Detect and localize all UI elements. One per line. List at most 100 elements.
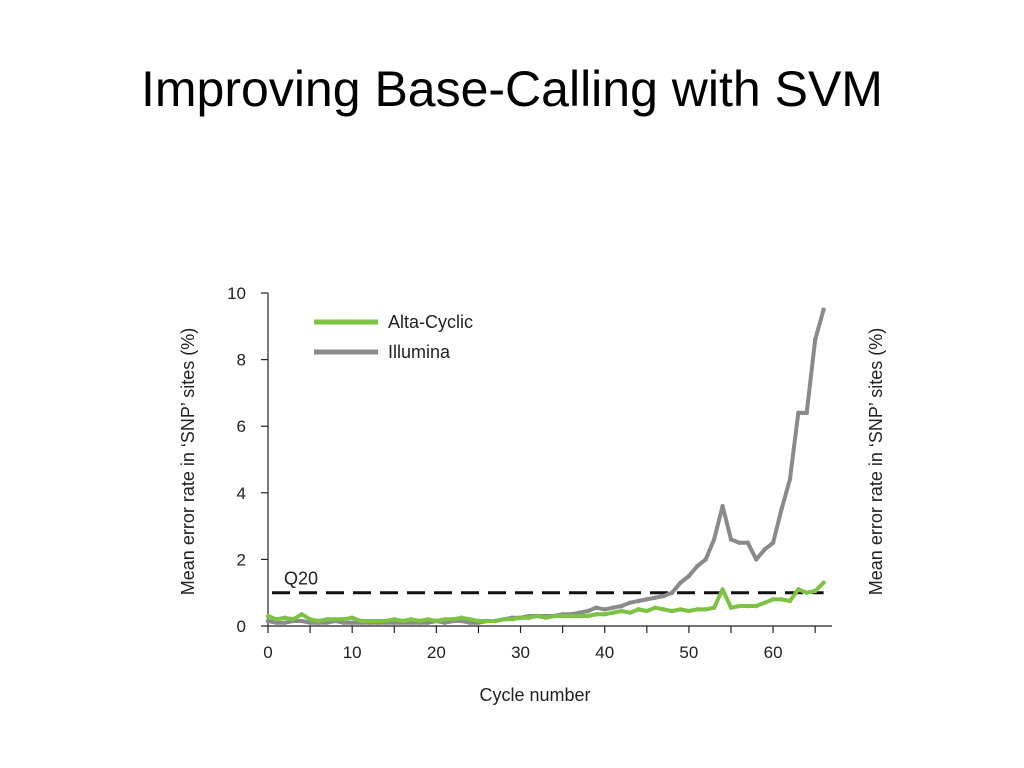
- q20-reference: Q20: [272, 569, 824, 595]
- y-axis-title-right: Mean error rate in ‘SNP’ sites (%): [866, 328, 886, 595]
- data-point-alta-cyclic: [400, 618, 405, 624]
- data-point-illumina: [770, 540, 776, 545]
- x-tick-label: 10: [343, 643, 362, 662]
- data-point-illumina: [695, 563, 700, 569]
- x-tick-label: 30: [511, 643, 530, 662]
- x-tick-label: 60: [764, 643, 783, 662]
- data-point-alta-cyclic: [770, 597, 776, 602]
- data-point-illumina: [804, 410, 809, 416]
- data-point-illumina: [745, 540, 751, 545]
- data-point-alta-cyclic: [720, 587, 725, 592]
- data-point-alta-cyclic: [476, 618, 481, 624]
- data-point-alta-cyclic: [594, 612, 599, 617]
- data-point-illumina: [787, 477, 793, 482]
- data-point-illumina: [619, 603, 624, 609]
- data-point-alta-cyclic: [349, 615, 355, 620]
- q20-label: Q20: [284, 569, 318, 589]
- data-point-alta-cyclic: [467, 617, 473, 622]
- data-point-alta-cyclic: [669, 608, 675, 614]
- data-point-alta-cyclic: [341, 617, 346, 622]
- data-point-illumina: [669, 590, 675, 595]
- data-point-alta-cyclic: [703, 607, 708, 612]
- data-point-alta-cyclic: [392, 617, 397, 622]
- data-point-alta-cyclic: [408, 617, 414, 622]
- x-tick-label: 40: [595, 643, 614, 662]
- chart-series: [265, 307, 826, 625]
- data-point-alta-cyclic: [653, 605, 658, 610]
- data-point-alta-cyclic: [619, 608, 624, 614]
- data-point-alta-cyclic: [610, 610, 616, 615]
- data-point-illumina: [602, 607, 607, 612]
- data-point-alta-cyclic: [678, 607, 683, 612]
- data-point-alta-cyclic: [737, 603, 742, 609]
- data-point-illumina: [762, 547, 767, 552]
- data-point-illumina: [282, 620, 288, 625]
- data-point-alta-cyclic: [821, 580, 826, 585]
- data-point-alta-cyclic: [291, 617, 296, 622]
- data-point-illumina: [728, 537, 734, 542]
- data-point-alta-cyclic: [711, 605, 717, 610]
- data-point-alta-cyclic: [762, 600, 767, 605]
- data-point-alta-cyclic: [307, 617, 313, 622]
- data-point-illumina: [442, 620, 447, 625]
- data-point-alta-cyclic: [442, 617, 447, 622]
- data-point-alta-cyclic: [627, 610, 633, 615]
- data-point-illumina: [678, 580, 683, 585]
- data-point-illumina: [265, 618, 271, 624]
- y-tick-label: 8: [237, 351, 246, 370]
- data-point-alta-cyclic: [779, 597, 784, 602]
- data-point-illumina: [686, 573, 692, 579]
- data-point-alta-cyclic: [324, 617, 330, 622]
- data-point-illumina: [307, 620, 313, 625]
- data-point-alta-cyclic: [501, 617, 506, 622]
- data-point-illumina: [703, 557, 708, 562]
- data-point-alta-cyclic: [796, 587, 801, 592]
- data-point-illumina: [720, 503, 725, 509]
- data-point-illumina: [754, 557, 759, 562]
- data-point-illumina: [737, 540, 742, 545]
- data-point-illumina: [577, 610, 582, 615]
- data-point-illumina: [274, 620, 279, 625]
- data-point-illumina: [644, 597, 650, 602]
- data-point-alta-cyclic: [577, 613, 582, 619]
- data-point-illumina: [821, 307, 826, 312]
- data-point-alta-cyclic: [265, 613, 271, 619]
- data-point-alta-cyclic: [568, 613, 574, 619]
- data-point-alta-cyclic: [509, 617, 515, 622]
- data-point-alta-cyclic: [383, 618, 389, 624]
- data-point-alta-cyclic: [543, 615, 548, 620]
- data-point-alta-cyclic: [366, 618, 372, 624]
- data-point-illumina: [779, 507, 784, 512]
- data-point-alta-cyclic: [299, 612, 304, 617]
- data-point-alta-cyclic: [358, 618, 363, 624]
- y-tick-label: 2: [237, 550, 246, 569]
- data-point-alta-cyclic: [661, 607, 666, 612]
- chart-axes: 0 2 4 6 8 10 0 10 20 30 40 50 60 Cycle number Mean err…: [178, 284, 886, 705]
- data-point-illumina: [711, 537, 717, 542]
- data-point-alta-cyclic: [745, 603, 751, 609]
- x-axis-title: Cycle number: [479, 685, 590, 705]
- data-point-alta-cyclic: [602, 612, 607, 617]
- data-point-alta-cyclic: [333, 617, 338, 622]
- data-point-illumina: [796, 410, 801, 416]
- y-tick-label: 10: [227, 284, 246, 303]
- data-point-illumina: [408, 620, 414, 625]
- data-point-illumina: [392, 620, 397, 625]
- data-point-alta-cyclic: [812, 588, 818, 594]
- data-point-illumina: [467, 620, 473, 625]
- y-tick-label: 0: [237, 617, 246, 636]
- data-point-illumina: [636, 598, 641, 604]
- series-line-illumina: [266, 307, 826, 625]
- data-point-alta-cyclic: [787, 598, 793, 604]
- data-point-alta-cyclic: [695, 607, 700, 612]
- data-point-illumina: [341, 620, 346, 625]
- data-point-alta-cyclic: [560, 613, 565, 619]
- data-point-alta-cyclic: [754, 603, 759, 609]
- data-point-alta-cyclic: [484, 618, 490, 624]
- x-tick-label: 0: [263, 643, 272, 662]
- legend-label-illumina: Illumina: [388, 342, 451, 362]
- data-point-alta-cyclic: [728, 605, 734, 610]
- data-point-illumina: [299, 618, 304, 624]
- data-point-illumina: [661, 593, 666, 599]
